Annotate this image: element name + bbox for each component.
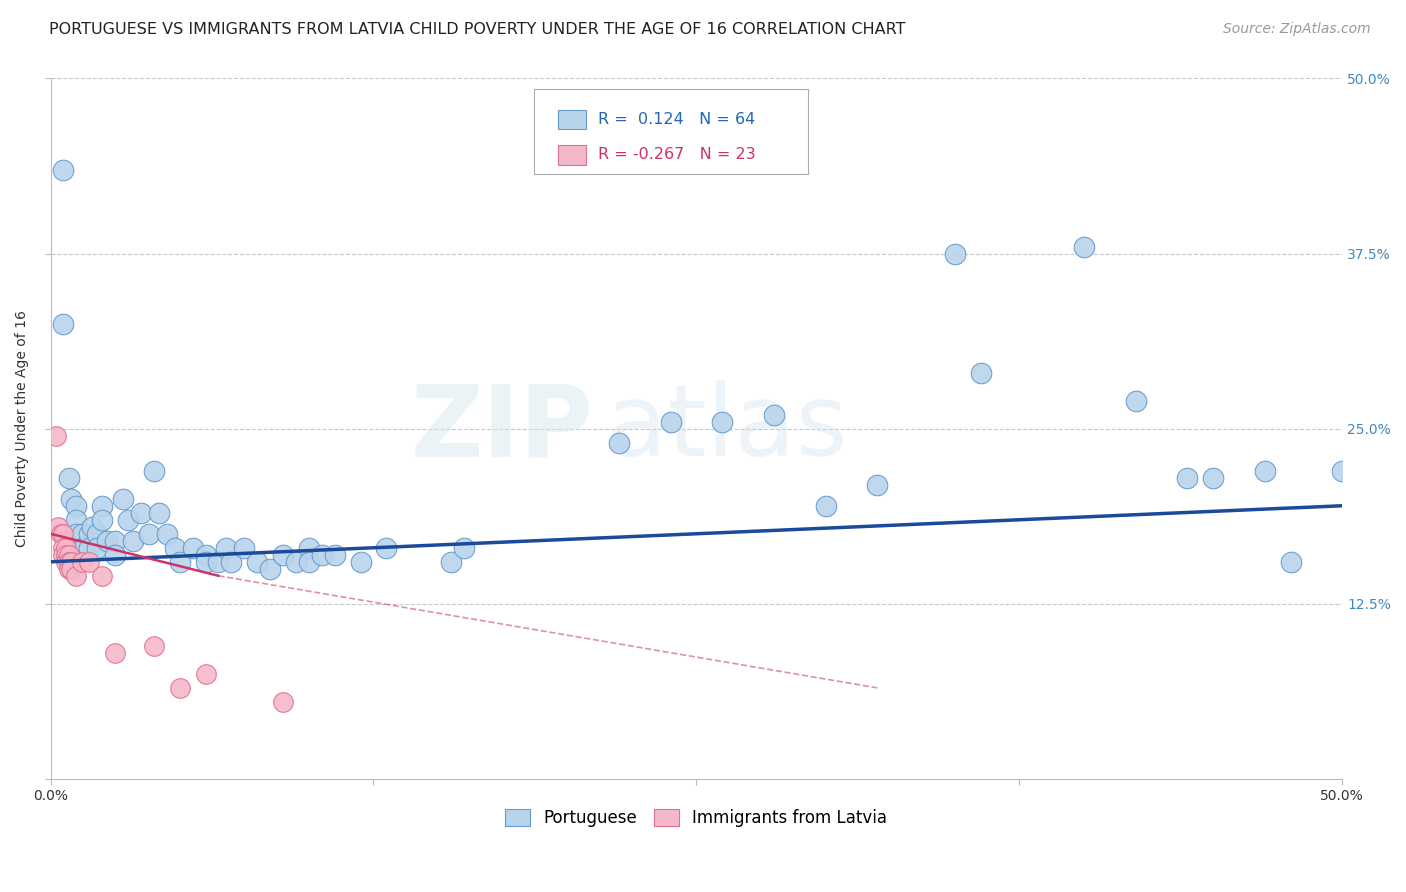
Point: [607, 435, 630, 450]
Point: [122, 533, 145, 548]
Point: [86, 526, 108, 541]
Text: PORTUGUESE VS IMMIGRANTS FROM LATVIA CHILD POVERTY UNDER THE AGE OF 16 CORRELATI: PORTUGUESE VS IMMIGRANTS FROM LATVIA CHI…: [49, 22, 905, 37]
Point: [194, 548, 217, 562]
Point: [311, 548, 333, 562]
Point: [65, 499, 87, 513]
Point: [142, 639, 165, 653]
Point: [1073, 239, 1095, 253]
Point: [814, 499, 837, 513]
Y-axis label: Child Poverty Under the Age of 16: Child Poverty Under the Age of 16: [15, 310, 30, 547]
Point: [77, 541, 100, 555]
Point: [104, 548, 127, 562]
Point: [1175, 471, 1198, 485]
Text: Source: ZipAtlas.com: Source: ZipAtlas.com: [1223, 22, 1371, 37]
Point: [58, 548, 80, 562]
Point: [194, 666, 217, 681]
Point: [207, 555, 229, 569]
Point: [58, 562, 80, 576]
Point: [77, 555, 100, 569]
Point: [60, 491, 83, 506]
Point: [111, 491, 134, 506]
Point: [453, 541, 475, 555]
Point: [169, 681, 191, 695]
Point: [349, 555, 371, 569]
Point: [52, 526, 75, 541]
Point: [52, 548, 75, 562]
Point: [221, 555, 243, 569]
Text: ZIP: ZIP: [411, 380, 593, 477]
Point: [156, 526, 179, 541]
Point: [375, 541, 398, 555]
Point: [181, 541, 204, 555]
Point: [1279, 555, 1302, 569]
Point: [1125, 393, 1147, 408]
Point: [52, 162, 75, 177]
Point: [45, 428, 67, 442]
Point: [246, 555, 269, 569]
Point: [52, 541, 75, 555]
Point: [91, 569, 114, 583]
Point: [46, 520, 69, 534]
Point: [60, 555, 83, 569]
Point: [55, 548, 77, 562]
Point: [215, 541, 238, 555]
Point: [169, 555, 191, 569]
Point: [104, 646, 127, 660]
Point: [284, 555, 307, 569]
Point: [70, 541, 93, 555]
Point: [65, 526, 87, 541]
Point: [58, 555, 80, 569]
Text: R =  0.124   N = 64: R = 0.124 N = 64: [598, 112, 755, 127]
Point: [969, 366, 991, 380]
Point: [80, 520, 103, 534]
Point: [659, 415, 682, 429]
Point: [1254, 464, 1277, 478]
Point: [60, 562, 83, 576]
Point: [65, 513, 87, 527]
Point: [91, 513, 114, 527]
Point: [96, 533, 118, 548]
Point: [148, 506, 170, 520]
Point: [1331, 464, 1354, 478]
Legend: Portuguese, Immigrants from Latvia: Portuguese, Immigrants from Latvia: [499, 802, 894, 834]
Point: [77, 526, 100, 541]
Point: [117, 513, 139, 527]
Point: [711, 415, 734, 429]
Point: [55, 541, 77, 555]
Point: [129, 506, 152, 520]
Point: [58, 471, 80, 485]
Point: [298, 541, 321, 555]
Point: [259, 562, 281, 576]
Text: atlas: atlas: [606, 380, 848, 477]
Point: [323, 548, 346, 562]
Point: [142, 464, 165, 478]
Point: [65, 569, 87, 583]
Point: [194, 555, 217, 569]
Text: R = -0.267   N = 23: R = -0.267 N = 23: [598, 147, 755, 162]
Point: [440, 555, 463, 569]
Point: [104, 533, 127, 548]
Point: [271, 548, 294, 562]
Point: [271, 695, 294, 709]
Point: [55, 555, 77, 569]
Point: [163, 541, 186, 555]
Point: [233, 541, 256, 555]
Point: [866, 477, 889, 491]
Point: [138, 526, 160, 541]
Point: [91, 499, 114, 513]
Point: [52, 317, 75, 331]
Point: [49, 526, 72, 541]
Point: [762, 408, 785, 422]
Point: [70, 555, 93, 569]
Point: [1202, 471, 1225, 485]
Point: [943, 246, 966, 260]
Point: [70, 526, 93, 541]
Point: [73, 541, 96, 555]
Point: [86, 541, 108, 555]
Point: [298, 555, 321, 569]
